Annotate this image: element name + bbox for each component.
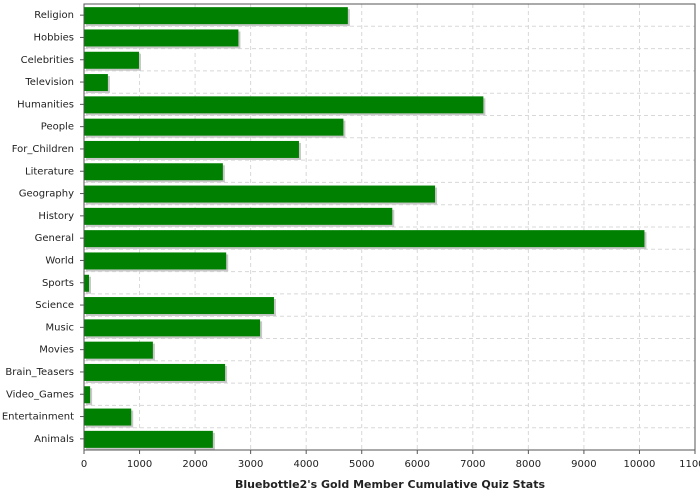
plot-border [83,3,696,451]
x-tick-label: 2000 [182,459,207,470]
x-tick-label: 9000 [571,459,596,470]
bar [84,29,239,47]
y-tick-label: Religion [34,10,74,21]
x-axis-label: Bluebottle2's Gold Member Cumulative Qui… [235,478,545,491]
bar [84,96,484,114]
bar [84,207,393,225]
y-tick-label: Movies [39,345,74,356]
bar [84,297,274,315]
y-tick-label: Entertainment [2,412,74,423]
y-tick-label: World [45,255,74,266]
bar [84,7,348,25]
x-tick-label: 4000 [293,459,318,470]
bar [84,140,299,158]
y-tick-label: People [41,122,74,133]
bar [84,230,645,248]
x-tick-label: 8000 [516,459,541,470]
y-tick-label: Geography [19,189,74,200]
x-tick-label: 3000 [238,459,263,470]
bar [84,341,153,359]
y-tick-label: Literature [25,166,74,177]
y-tick-label: Celebrities [21,55,74,66]
x-tick-label: 1000 [127,459,152,470]
bar [84,430,213,448]
bar [84,74,108,92]
y-tick-label: Science [35,300,74,311]
bar [84,408,132,426]
y-tick-label: Video_Games [6,389,74,400]
x-tick-label: 10000 [624,459,656,470]
bar [84,51,139,69]
bar [84,185,436,203]
y-tick-label: Sports [42,278,74,289]
x-tick-label: 7000 [460,459,485,470]
y-tick-label: Television [24,77,74,88]
bar [84,386,91,404]
bar [84,163,223,181]
y-tick-label: Hobbies [34,32,74,43]
bar [84,319,261,337]
y-tick-label: For_Children [12,144,74,155]
x-tick-label: 6000 [405,459,430,470]
y-tick-label: Humanities [17,99,74,110]
y-tick-label: General [35,233,74,244]
x-tick-label: 0 [81,459,87,470]
bar [84,274,89,292]
y-tick-label: Animals [34,434,74,445]
bar [84,118,344,136]
x-tick-label: 11000 [679,459,700,470]
x-tick-label: 5000 [349,459,374,470]
y-tick-label: Brain_Teasers [5,367,74,378]
y-tick-label: Music [46,322,74,333]
bar [84,363,226,381]
bar [84,252,227,270]
y-tick-label: History [38,211,74,222]
